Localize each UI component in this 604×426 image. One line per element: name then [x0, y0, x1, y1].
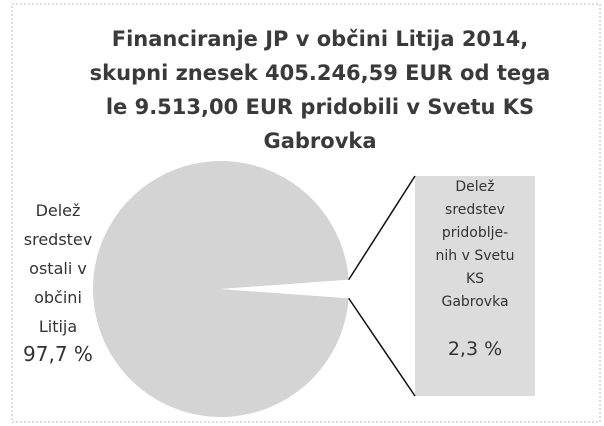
chart-border — [11, 3, 601, 423]
chart-title: Financiranje JP v občini Litija 2014, sk… — [89, 27, 551, 153]
slice-label: Delež sredstev pridoblje- nih v Svetu KS… — [435, 179, 515, 310]
pie-slice — [92, 161, 349, 417]
connector-line — [348, 297, 416, 397]
slice-label: Delež sredstev ostali v občini Litija — [23, 201, 93, 336]
connector-line — [348, 175, 416, 281]
breakout-bar — [415, 176, 535, 396]
pie-slice — [221, 279, 349, 299]
value-label: 97,7 % — [23, 342, 93, 366]
value-label: 2,3 % — [447, 338, 503, 360]
